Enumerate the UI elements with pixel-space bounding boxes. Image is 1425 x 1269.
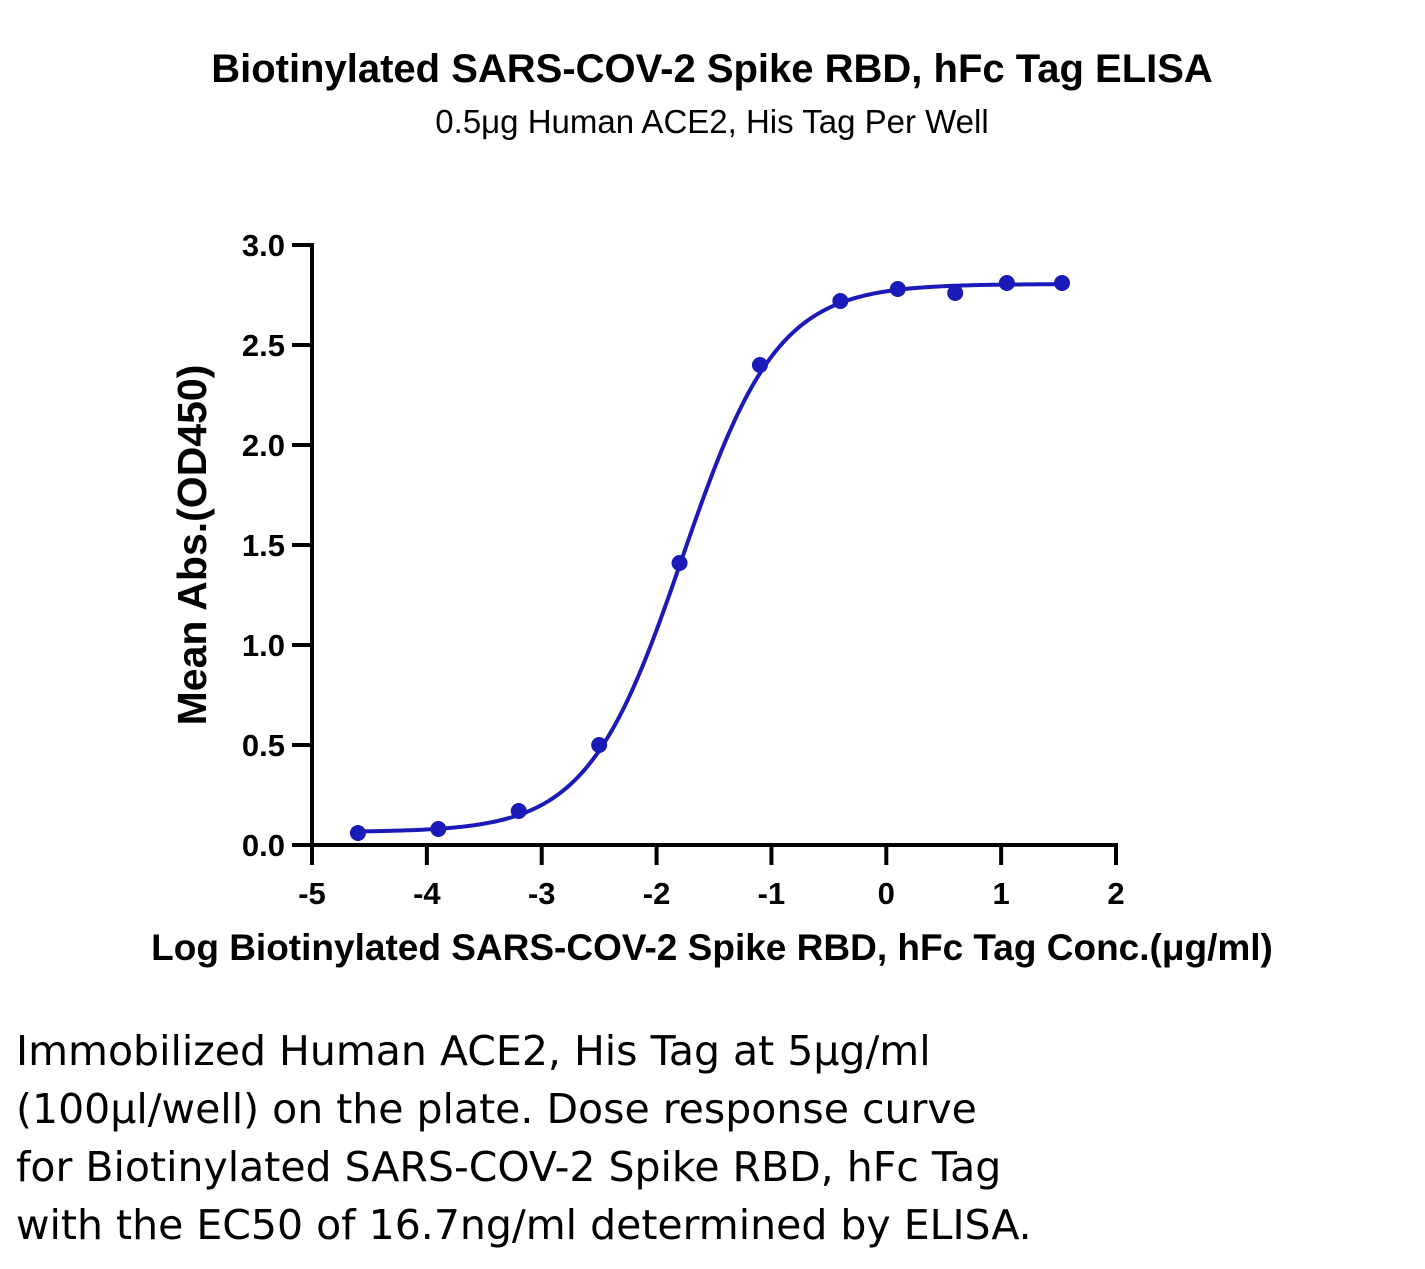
x-axis: -5 -4 -3 -2 -1 0 1 2 [298, 843, 1125, 911]
fit-curve [355, 282, 1065, 834]
x-tick-label: -3 [528, 876, 556, 911]
x-axis-label: Log Biotinylated SARS-COV-2 Spike RBD, h… [151, 927, 1273, 968]
data-point [349, 825, 366, 841]
caption-line-1: Immobilized Human ACE2, His Tag at 5μg/m… [16, 1027, 931, 1075]
y-tick-label: 0.0 [242, 828, 285, 863]
plot-area: 0.0 0.5 1.0 1.5 2.0 2.5 3.0 -5 -4 -3 -2 -1 0 1 2 [242, 228, 1125, 911]
data-point [671, 555, 688, 571]
x-tick-label: -4 [413, 876, 441, 911]
data-point [1054, 275, 1071, 291]
data-point [947, 285, 964, 301]
caption-line-3: for Biotinylated SARS-COV-2 Spike RBD, h… [16, 1143, 1002, 1191]
x-tick-label: 1 [993, 876, 1010, 911]
x-tick-label: 2 [1107, 876, 1124, 911]
figure-caption: Immobilized Human ACE2, His Tag at 5μg/m… [16, 1022, 1396, 1254]
data-point [510, 803, 527, 819]
y-tick-label: 1.5 [242, 528, 285, 563]
data-point [751, 357, 768, 373]
x-tick-label: -5 [298, 876, 326, 911]
data-point [832, 293, 849, 309]
caption-line-4: with the EC50 of 16.7ng/ml determined by… [16, 1201, 1032, 1249]
y-tick-label: 0.5 [242, 728, 285, 763]
y-axis-label: Mean Abs.(OD450) [169, 365, 215, 726]
x-tick-label: -2 [643, 876, 671, 911]
data-point [591, 737, 608, 753]
y-tick-label: 1.0 [242, 628, 285, 663]
chart-subtitle: 0.5μg Human ACE2, His Tag Per Well [435, 103, 988, 140]
y-tick-label: 2.5 [242, 328, 285, 363]
data-point [430, 821, 447, 837]
chart-title: Biotinylated SARS-COV-2 Spike RBD, hFc T… [211, 47, 1213, 91]
y-axis: 0.0 0.5 1.0 1.5 2.0 2.5 3.0 [242, 228, 314, 863]
data-point [889, 281, 906, 297]
y-tick-label: 2.0 [242, 428, 285, 463]
data-points [349, 275, 1071, 841]
x-tick-label: -1 [758, 876, 786, 911]
x-tick-label: 0 [878, 876, 895, 911]
data-point [998, 275, 1015, 291]
caption-line-2: (100μl/well) on the plate. Dose response… [16, 1085, 977, 1133]
y-tick-label: 3.0 [242, 228, 285, 263]
